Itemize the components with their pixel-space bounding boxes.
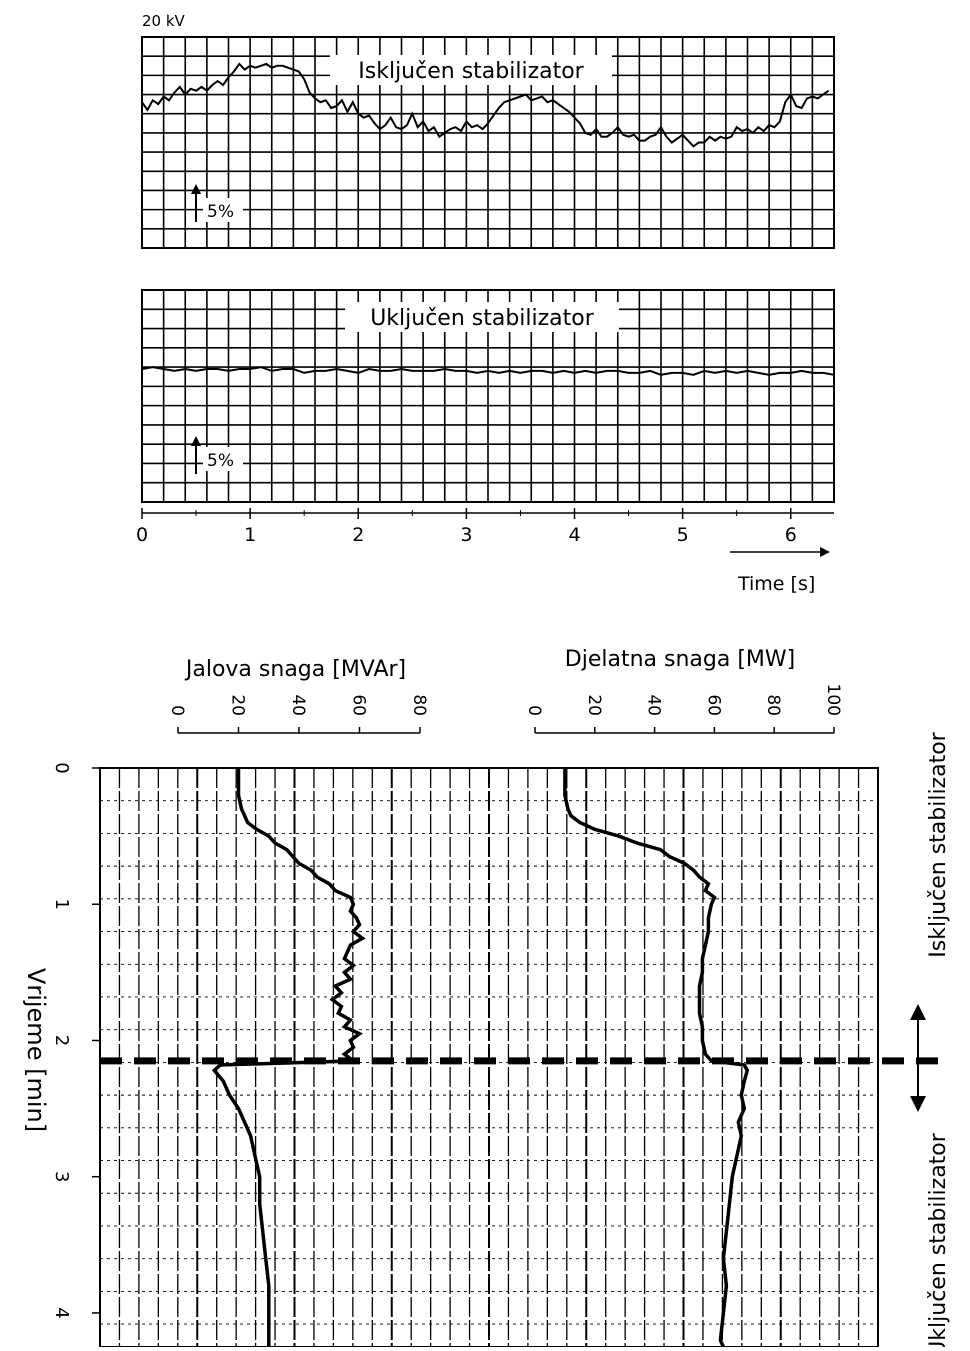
time-axis-label: Time [s] [737,573,815,595]
strip-chart-time-ticks: 0 1 2 3 4 [51,762,100,1319]
active-power-trace [563,768,750,1348]
reactive-axis-tick-label: 20 [228,694,248,716]
reactive-axis-tick-label: 0 [167,705,187,716]
active-axis-tick-label: 0 [524,705,544,716]
strip-time-tick-label: 3 [51,1171,72,1182]
time-axis-vertical-label: Vrijeme [min] [22,968,50,1132]
panel-1: 20 kV Isključen stabilizator 5% [141,12,835,249]
panel-2-voltage-trace [141,366,835,376]
axis-top-left-label: Jalova snaga [MVAr] [184,657,406,682]
strip-time-tick-label: 1 [51,899,72,910]
active-axis-tick-label: 60 [703,694,723,716]
annotation-top: Isključen stabilizator [926,731,951,957]
panel-2-scale-label: 5% [207,451,234,471]
annotation-bottom: Uključen stabilizator [926,1132,951,1347]
time-arrow-icon [820,547,830,557]
panel-1-scale-arrow-icon [191,184,201,194]
panel-1-title: Isključen stabilizator [358,59,584,84]
active-axis-tick-label: 80 [763,694,783,716]
time-tick-label: 6 [785,524,797,546]
panel-2-title-box [345,302,619,332]
reactive-axis-tick-label: 40 [288,694,308,716]
active-axis-tick-label: 100 [823,684,843,716]
reactive-power-trace [211,768,366,1347]
panel-1-title-box [330,55,612,85]
time-tick-label: 5 [677,524,689,546]
panel-2: Uključen stabilizator 5% [141,289,835,503]
panel-1-voltage-trace [141,62,830,148]
panel-2-title: Uključen stabilizator [370,306,595,331]
time-tick-label: 4 [568,524,580,546]
time-tick-label: 2 [352,524,364,546]
strip-time-tick-label: 2 [51,1035,72,1046]
panel-2-scale-arrow-icon [191,436,201,446]
reactive-axis-tick-label: 80 [409,694,429,716]
panel-1-scale-label: 5% [207,202,234,222]
time-tick-label: 0 [136,524,148,546]
voltage-label: 20 kV [142,12,186,30]
axis-top-right-label: Djelatna snaga [MW] [565,647,795,672]
annotation-bottom-text: Uključen stabilizator [926,1132,951,1347]
active-axis-tick-label: 40 [644,694,664,716]
strip-chart: Jalova snaga [MVAr] Djelatna snaga [MW] … [22,647,951,1351]
panel-2-scale-box [203,447,243,471]
strip-time-tick-label: 4 [51,1307,72,1318]
arrow-down-icon [910,1096,926,1112]
time-axis: 0 1 2 3 4 5 6 Time [s] [136,508,834,595]
arrow-up-icon [910,1004,926,1020]
active-axis-tick-label: 20 [584,694,604,716]
time-axis-ticks: 0 1 2 3 4 5 6 [136,508,797,546]
annotation-top-text: Isključen stabilizator [926,731,951,957]
top-axes-ticks: 0 20 40 60 80 0 20 40 60 80 100 [167,684,843,733]
time-tick-label: 3 [460,524,472,546]
strip-time-tick-label: 0 [51,762,72,773]
panel-1-scale-box [203,198,243,222]
reactive-axis-tick-label: 60 [349,694,369,716]
time-tick-label: 1 [244,524,256,546]
